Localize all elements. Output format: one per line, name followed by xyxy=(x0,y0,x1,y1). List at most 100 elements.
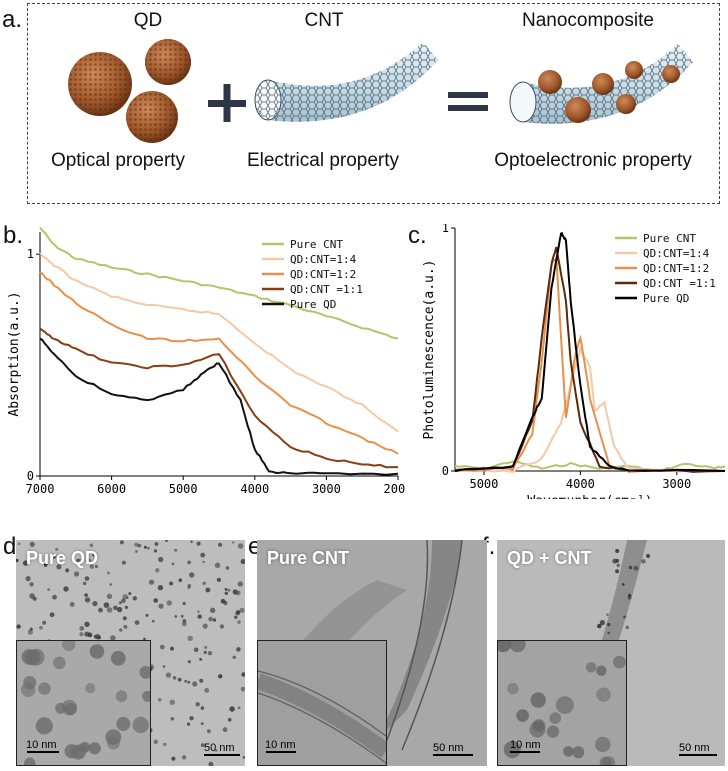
particle xyxy=(80,558,84,562)
particle xyxy=(158,556,164,563)
particle xyxy=(599,620,605,626)
particle xyxy=(222,727,228,733)
particle xyxy=(143,545,147,549)
particle xyxy=(134,542,139,547)
particle xyxy=(132,596,137,601)
series-line xyxy=(454,460,726,472)
particle xyxy=(199,657,203,661)
tem-image-pure-qd: Pure QD 10 nm 50 nm xyxy=(16,540,245,766)
legend-label: Pure QD xyxy=(290,298,336,311)
particle xyxy=(62,641,76,652)
particle xyxy=(240,686,245,692)
particle xyxy=(202,623,208,629)
particle xyxy=(189,716,194,721)
particle xyxy=(84,597,91,603)
particle xyxy=(516,709,529,722)
inset-scalebar xyxy=(27,751,59,753)
particle xyxy=(153,739,158,744)
particle xyxy=(622,583,625,586)
particle xyxy=(182,619,187,623)
particle xyxy=(113,605,118,610)
particle xyxy=(232,589,238,595)
inset-scale-label: 10 nm xyxy=(26,739,57,751)
series-line xyxy=(39,252,399,433)
particle xyxy=(38,682,51,695)
particle xyxy=(509,641,526,653)
particle xyxy=(157,585,164,591)
panel-label-c: c. xyxy=(408,222,427,249)
particle xyxy=(171,562,175,566)
particle xyxy=(122,616,127,621)
particle xyxy=(218,542,223,547)
particle xyxy=(606,613,609,616)
particle xyxy=(187,560,192,565)
particle xyxy=(546,725,560,738)
inset-scale-label: 10 nm xyxy=(510,739,541,751)
particle xyxy=(43,561,49,566)
y-tick-label: 1 xyxy=(442,224,449,235)
particle xyxy=(212,618,217,622)
particle xyxy=(121,560,126,565)
particle xyxy=(187,586,191,590)
particle xyxy=(83,581,87,586)
particle xyxy=(110,650,126,666)
particle xyxy=(204,687,210,693)
particle xyxy=(203,650,207,655)
particle xyxy=(498,641,512,653)
particle xyxy=(79,626,85,631)
particle xyxy=(29,582,34,587)
particle xyxy=(153,549,158,553)
particle xyxy=(214,749,218,752)
particle xyxy=(92,601,98,607)
particle xyxy=(240,558,245,565)
particle xyxy=(625,625,630,630)
particle xyxy=(128,592,132,596)
particle xyxy=(18,542,21,545)
particle xyxy=(151,619,155,623)
particle xyxy=(532,719,546,733)
particle xyxy=(110,635,116,641)
particle xyxy=(165,672,172,678)
particle xyxy=(103,602,110,608)
particle xyxy=(94,564,99,569)
particle xyxy=(84,621,90,627)
particle xyxy=(56,564,62,570)
particle xyxy=(84,593,88,597)
particle xyxy=(169,581,174,586)
cnt-title: CNT xyxy=(304,10,344,31)
particle xyxy=(153,598,158,603)
x-tick-label: 4000 xyxy=(566,477,595,491)
particle xyxy=(235,610,241,615)
particle xyxy=(572,746,585,759)
x-tick-label: 3000 xyxy=(662,477,691,491)
particle xyxy=(172,676,177,680)
particle xyxy=(200,722,204,725)
particle xyxy=(241,672,245,677)
particle xyxy=(218,674,223,679)
particle xyxy=(232,655,236,659)
particle xyxy=(242,756,245,759)
particle xyxy=(22,560,29,566)
qd-particles xyxy=(68,39,191,143)
particle xyxy=(205,587,211,593)
particle xyxy=(232,541,235,544)
particle xyxy=(32,596,37,601)
particle xyxy=(237,581,243,587)
particle xyxy=(122,594,128,600)
particle xyxy=(202,560,205,564)
particle xyxy=(224,591,228,595)
x-tick-label: 5000 xyxy=(469,477,498,491)
particle xyxy=(556,696,574,714)
x-axis-label: Wavemunber(cm⁻¹) xyxy=(527,494,652,499)
y-tick-label: 1 xyxy=(27,247,34,261)
particle xyxy=(51,554,57,559)
particle xyxy=(24,757,36,765)
particle xyxy=(223,600,228,606)
particle xyxy=(200,552,206,558)
series-line xyxy=(39,226,399,340)
particle xyxy=(98,607,103,613)
main-scalebar xyxy=(204,754,240,756)
nanocomposite-caption: Optoelectronic property xyxy=(494,150,692,171)
main-scale-label: 50 nm xyxy=(679,742,710,754)
particle xyxy=(157,698,162,702)
